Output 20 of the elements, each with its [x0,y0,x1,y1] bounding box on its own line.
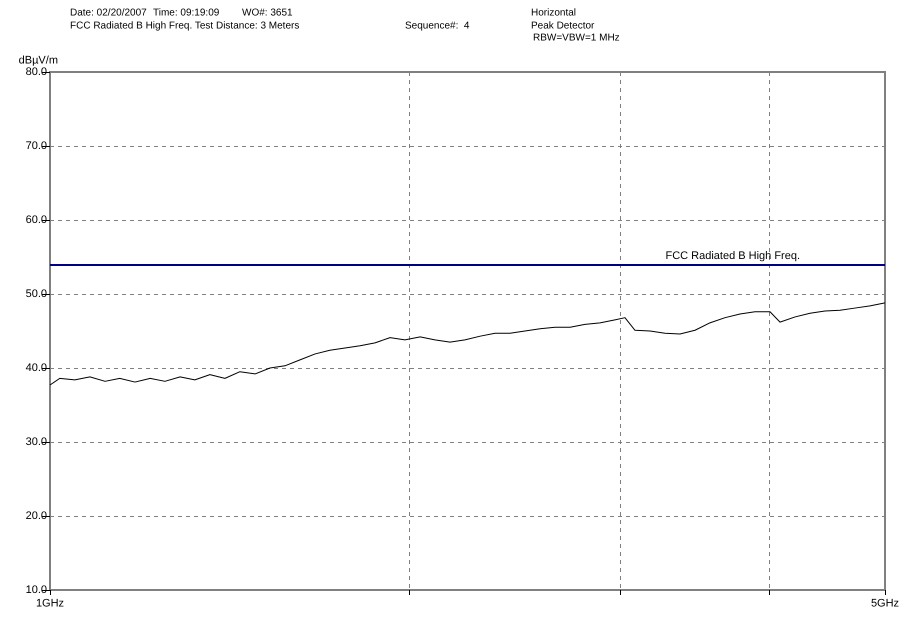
text: RBW=VBW=1 MHz [533,32,620,44]
y-axis-title: dBµV/m [18,54,58,66]
text: Time: 09:19:09 [153,8,220,18]
y-tick-label: 60.0 [26,214,47,226]
text: Peak Detector [531,20,596,32]
ref-line-label: FCC Radiated B High Freq. [666,250,800,262]
y-tick-label: 30.0 [26,436,47,448]
y-tick-label: 80.0 [26,66,47,78]
y-tick-label: 20.0 [26,510,47,522]
y-tick-label: 40.0 [26,362,47,374]
text: Date: 02/20/2007 [70,8,148,18]
y-tick-label: 70.0 [26,140,47,152]
x-tick-label: 5GHz [870,598,900,610]
text: Horizontal [531,8,576,18]
text: FCC Radiated B High Freq. Test Distance: 3 Meters [70,20,300,32]
text: WO#: 3651 [242,8,294,18]
y-tick-label: 50.0 [26,288,47,300]
y-tick-label: 10.0 [26,584,47,596]
x-tick-label: 1GHz [36,598,64,610]
text: Sequence#: 4 [405,20,470,32]
